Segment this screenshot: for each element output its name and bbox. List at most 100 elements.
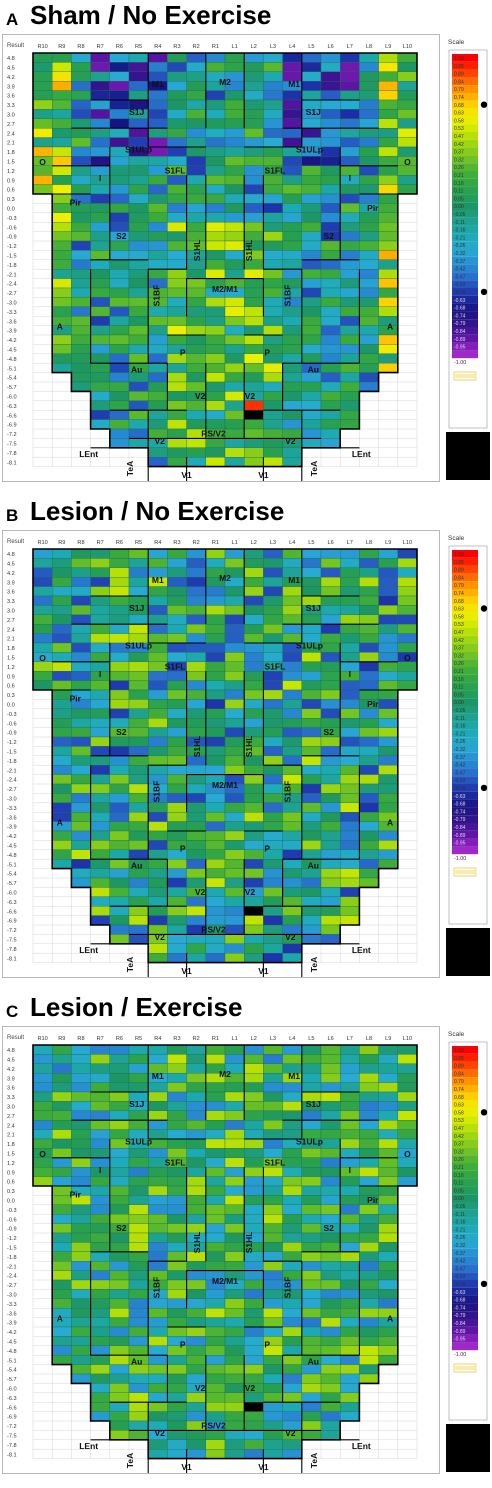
heatmap-cell xyxy=(378,118,398,129)
column-header: L9 xyxy=(385,540,391,546)
heatmap-cell xyxy=(52,783,72,794)
heatmap-cell xyxy=(320,577,341,587)
heatmap-cell xyxy=(397,1120,418,1130)
heatmap-cell xyxy=(244,457,264,467)
heatmap-cell xyxy=(148,1298,168,1309)
heatmap-cell xyxy=(224,193,245,204)
heatmap-cell xyxy=(90,1176,110,1187)
heatmap-cell xyxy=(320,868,341,879)
heatmap-cell xyxy=(52,793,72,803)
heatmap-cell xyxy=(340,1392,360,1403)
heatmap-cell xyxy=(71,1063,91,1074)
heatmap-cell xyxy=(397,1138,418,1149)
row-label: -0.9 xyxy=(7,235,17,241)
heatmap-cell xyxy=(224,699,245,709)
heatmap-cell xyxy=(301,755,322,766)
scale-tick-label: -0.32 xyxy=(454,251,466,257)
row-label: -5.4 xyxy=(7,872,17,878)
heatmap-cell xyxy=(90,231,110,242)
heatmap-cell xyxy=(224,1345,245,1356)
heatmap-cell xyxy=(224,90,245,101)
heatmap-cell xyxy=(378,1091,398,1102)
heatmap-cell xyxy=(186,1054,206,1064)
column-header: R3 xyxy=(173,44,180,50)
heatmap-cell xyxy=(282,859,302,869)
heatmap-cell xyxy=(359,830,379,841)
heatmap-cell xyxy=(71,859,91,869)
row-label: -8.1 xyxy=(7,956,17,962)
heatmap-cell xyxy=(263,1101,283,1111)
heatmap-cell xyxy=(378,1176,398,1187)
heatmap-cell xyxy=(186,1308,206,1318)
heatmap-cell xyxy=(109,830,130,841)
heatmap-cell xyxy=(282,736,302,747)
panel-title-text: Lesion / No Exercise xyxy=(30,496,285,526)
heatmap-cell xyxy=(320,859,341,869)
heatmap-cell xyxy=(340,1270,360,1281)
heatmap-cell xyxy=(148,1176,168,1187)
heatmap-cell xyxy=(340,849,360,860)
heatmap-cell xyxy=(359,840,379,850)
heatmap-cell xyxy=(90,193,110,204)
heatmap-cell xyxy=(205,391,226,401)
heatmap-cell xyxy=(109,240,130,251)
heatmap-cell xyxy=(340,1063,360,1074)
heatmap-cell xyxy=(244,1345,264,1356)
heatmap-cell xyxy=(244,1129,264,1140)
scale-swatch xyxy=(452,1209,478,1218)
heatmap-cell xyxy=(52,240,72,251)
heatmap-cell xyxy=(224,1402,245,1412)
heatmap-cell xyxy=(340,633,360,644)
heatmap-cell xyxy=(340,71,360,82)
heatmap-cell xyxy=(52,1251,72,1262)
heatmap-cell xyxy=(71,642,91,653)
heatmap-cell xyxy=(282,868,302,879)
heatmap-cell xyxy=(109,128,130,138)
heatmap-cell xyxy=(186,567,206,578)
heatmap-cell xyxy=(244,109,264,119)
heatmap-cell xyxy=(340,137,360,148)
heatmap-cell xyxy=(244,1298,264,1309)
heatmap-cell xyxy=(320,755,341,766)
region-label: TeA xyxy=(309,957,319,972)
scale-tick-label: -0.84 xyxy=(454,329,466,335)
heatmap-cell xyxy=(205,165,226,176)
heatmap-cell xyxy=(224,802,245,813)
heatmap-cell xyxy=(205,1317,226,1328)
heatmap-cell xyxy=(148,830,168,841)
heatmap-cell xyxy=(224,1373,245,1384)
scale-swatch xyxy=(452,303,478,312)
heatmap-cell xyxy=(244,1270,264,1281)
scale-swatch xyxy=(452,776,478,784)
scale-swatch xyxy=(452,272,478,281)
heatmap-cell xyxy=(186,334,206,345)
heatmap-cell xyxy=(359,1214,379,1224)
heatmap-cell xyxy=(186,287,206,298)
scale-swatch xyxy=(452,202,478,210)
heatmap-cell xyxy=(301,193,322,204)
heatmap-cell xyxy=(340,231,360,242)
row-label: -4.5 xyxy=(7,843,17,849)
heatmap-cell xyxy=(263,793,283,803)
heatmap-cell xyxy=(52,1073,72,1083)
heatmap-cell xyxy=(109,1261,130,1271)
heatmap-cell xyxy=(52,595,72,606)
heatmap-cell xyxy=(148,1054,168,1064)
heatmap-cell xyxy=(378,52,398,63)
column-header: R9 xyxy=(58,1036,65,1042)
heatmap-cell xyxy=(224,146,245,157)
row-label: -1.8 xyxy=(7,759,17,765)
scale-tick-label: 0.00 xyxy=(454,204,464,210)
heatmap-cell xyxy=(32,548,53,559)
row-label: -1.5 xyxy=(7,1245,17,1251)
heatmap-cell xyxy=(148,381,168,392)
heatmap-cell xyxy=(90,184,110,195)
heatmap-cell xyxy=(359,586,379,597)
heatmap-cell xyxy=(71,1214,91,1224)
heatmap-cell xyxy=(320,906,341,916)
heatmap-cell xyxy=(109,1345,130,1356)
heatmap-cell xyxy=(340,1120,360,1130)
heatmap-cell xyxy=(186,868,206,879)
heatmap-cell xyxy=(90,363,110,373)
heatmap-cell xyxy=(52,1232,72,1243)
